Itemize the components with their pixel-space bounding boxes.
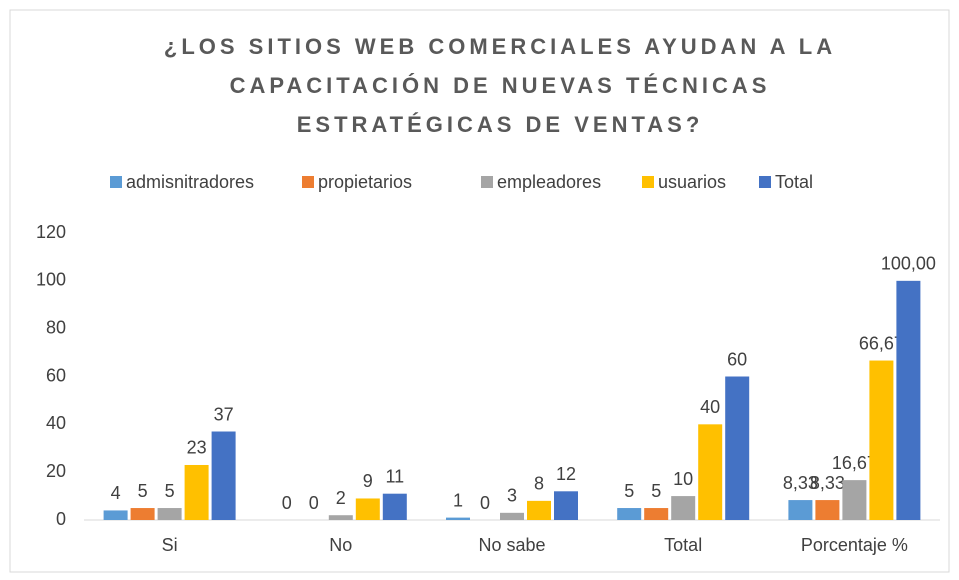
data-label: 5 <box>624 481 634 501</box>
data-label: 5 <box>651 481 661 501</box>
data-label: 16,67 <box>832 453 877 473</box>
bar <box>157 508 182 520</box>
data-label: 4 <box>111 483 121 503</box>
y-tick-label: 40 <box>46 413 66 433</box>
bar <box>211 431 236 520</box>
data-label: 10 <box>673 469 693 489</box>
bar <box>328 515 353 520</box>
legend-label: empleadores <box>497 172 601 192</box>
bar <box>671 496 696 520</box>
bar <box>896 280 921 520</box>
chart-title: ESTRATÉGICAS DE VENTAS? <box>297 112 704 137</box>
legend-label: usuarios <box>658 172 726 192</box>
x-tick-label: Total <box>664 535 702 555</box>
bar <box>500 512 524 520</box>
x-tick-label: Si <box>162 535 178 555</box>
y-tick-label: 60 <box>46 365 66 385</box>
y-tick-label: 0 <box>56 509 66 529</box>
bar <box>527 500 551 520</box>
data-label: 3 <box>507 486 517 506</box>
x-tick-label: Porcentaje % <box>801 535 908 555</box>
data-label: 5 <box>165 481 175 501</box>
data-label: 2 <box>336 488 346 508</box>
data-label: 1 <box>453 490 463 510</box>
data-label: 9 <box>363 471 373 491</box>
bar <box>554 491 578 520</box>
bar <box>644 508 669 520</box>
x-tick-label: No <box>329 535 352 555</box>
data-label: 8 <box>534 474 544 494</box>
data-label: 8,33 <box>783 473 818 493</box>
data-label: 0 <box>309 493 319 513</box>
legend-label: propietarios <box>318 172 412 192</box>
bar <box>355 498 380 520</box>
chart-title: ¿LOS SITIOS WEB COMERCIALES AYUDAN A LA <box>164 34 836 59</box>
bar <box>815 500 840 520</box>
bar <box>184 464 209 520</box>
data-label: 12 <box>556 464 576 484</box>
bar <box>869 360 894 520</box>
bar <box>130 508 155 520</box>
data-label: 0 <box>480 493 490 513</box>
bar <box>842 480 867 520</box>
y-tick-label: 100 <box>36 270 66 290</box>
legend-swatch <box>759 176 771 188</box>
data-label: 66,67 <box>859 333 904 353</box>
legend-swatch <box>302 176 314 188</box>
bar <box>788 500 813 520</box>
legend-swatch <box>481 176 493 188</box>
legend-label: Total <box>775 172 813 192</box>
bar <box>725 376 750 520</box>
chart-border <box>9 9 950 573</box>
data-label: 0 <box>282 493 292 513</box>
x-tick-label: No sabe <box>478 535 545 555</box>
bar <box>446 517 470 520</box>
y-tick-label: 80 <box>46 317 66 337</box>
data-label: 23 <box>187 438 207 458</box>
data-label: 8,33 <box>810 473 845 493</box>
chart-title: CAPACITACIÓN DE NUEVAS TÉCNICAS <box>230 73 771 98</box>
bar <box>617 508 642 520</box>
legend-label: admisnitradores <box>126 172 254 192</box>
legend-swatch <box>642 176 654 188</box>
bar <box>382 493 407 520</box>
data-label: 40 <box>700 397 720 417</box>
data-label: 100,00 <box>881 254 936 274</box>
bar <box>698 424 723 520</box>
legend-swatch <box>110 176 122 188</box>
y-tick-label: 20 <box>46 461 66 481</box>
data-label: 37 <box>214 404 234 424</box>
data-label: 60 <box>727 349 747 369</box>
bar <box>103 510 128 520</box>
y-tick-label: 120 <box>36 222 66 242</box>
data-label: 5 <box>138 481 148 501</box>
data-label: 11 <box>385 466 404 486</box>
